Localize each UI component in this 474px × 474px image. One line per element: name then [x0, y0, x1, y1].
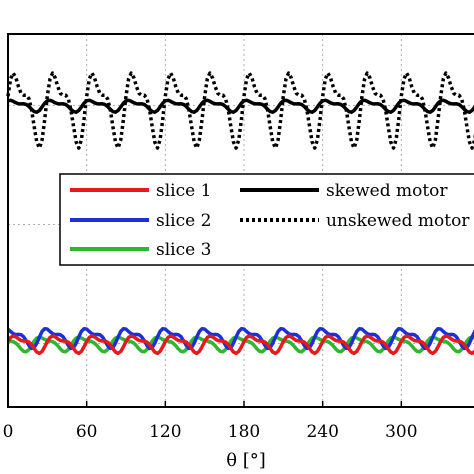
legend-label-slice-3: slice 3: [156, 240, 211, 260]
x-axis-label: θ [°]: [226, 450, 266, 471]
x-tick-label: 300: [385, 422, 417, 442]
x-tick-label: 0: [3, 422, 14, 442]
series-lines: [6, 71, 474, 356]
x-tick-label: 120: [149, 422, 181, 442]
legend: slice 1 slice 2 slice 3 skewed motor uns…: [59, 173, 474, 266]
legend-label-slice-1: slice 1: [156, 181, 211, 201]
series-line-unskewed-motor: [6, 71, 474, 150]
legend-label-slice-2: slice 2: [156, 211, 211, 231]
x-tick-label: 180: [228, 422, 260, 442]
legend-label-skewed-motor: skewed motor: [326, 181, 448, 201]
x-tick-label: 240: [306, 422, 338, 442]
x-tick-label: 60: [76, 422, 98, 442]
series-line-slice-2: [6, 326, 474, 351]
x-axis-ticks: 0 60 120 180 240 300: [3, 401, 418, 442]
legend-label-unskewed-motor: unskewed motor: [326, 211, 470, 231]
series-line-slice-1: [6, 334, 474, 356]
